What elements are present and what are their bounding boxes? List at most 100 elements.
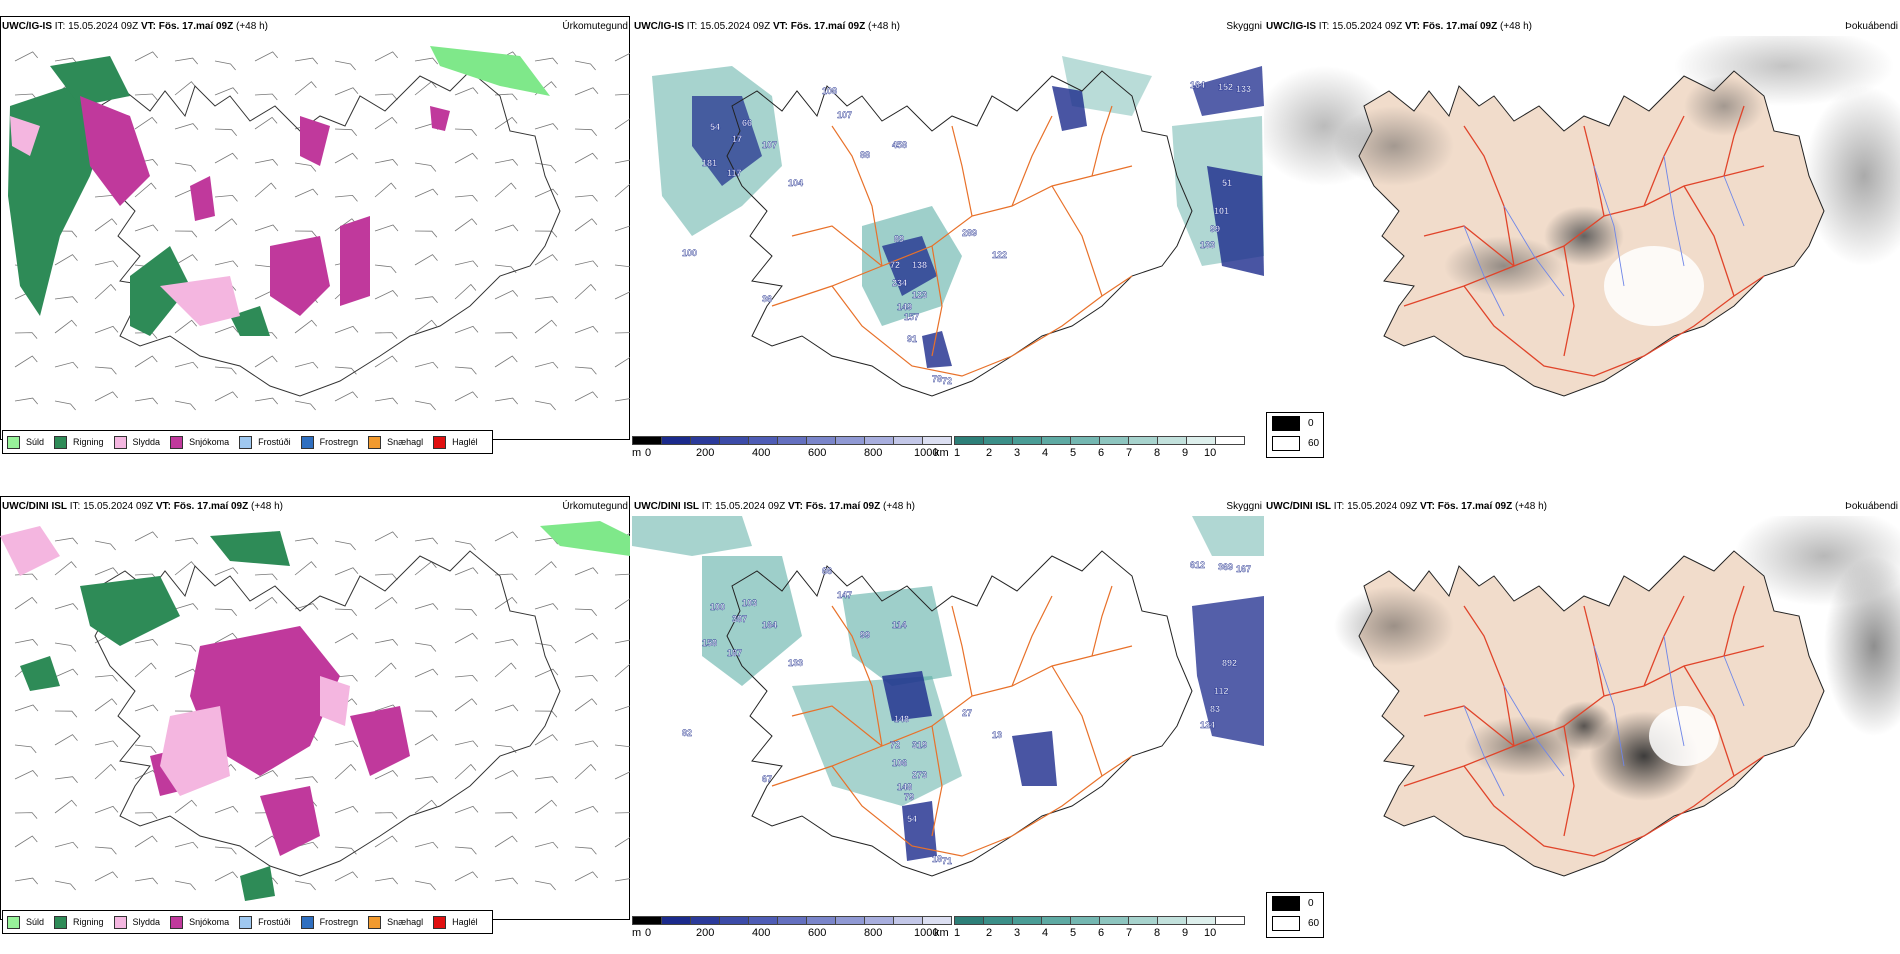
ceiling-value-label: 106 [892,758,907,768]
colorbar-box [720,916,749,925]
wind-barb [14,332,38,339]
wind-barb [214,60,236,71]
visibility-panel: UWC/IG-IS IT: 15.05.2024 09Z VT: Fös. 17… [632,14,1264,459]
wind-barb [374,639,399,646]
colorbar-box [1129,916,1158,925]
wind-barb [374,332,398,339]
wind-barb [254,573,278,581]
wind-barb [614,663,630,678]
ceiling-value-label: 167 [1236,564,1251,574]
wind-barb [614,639,630,644]
legend-label: Súld [26,917,45,927]
wind-barb [214,846,237,855]
wind-barb [534,776,558,783]
wind-barb [294,880,316,891]
precip-snow-areas [0,526,410,856]
tick-label: 1000 [914,927,939,939]
legend-item: Slydda [113,915,161,929]
wind-barb [294,81,317,96]
tick-label: 7 [1126,447,1133,459]
colorbar-unit: km [934,927,949,939]
wind-barb [454,698,478,712]
wind-barb [534,799,558,814]
wind-barb [294,537,319,545]
wind-barb [454,763,477,780]
panel-header: UWC/DINI ISL IT: 15.05.2024 09Z VT: Fös.… [2,501,283,512]
wind-barb [94,260,119,268]
vt-value: Fös. 17.maí 09Z [790,21,866,32]
wind-barb [14,812,38,819]
precip-type-panel: UWC/IG-IS IT: 15.05.2024 09Z VT: Fös. 17… [0,14,632,454]
colorbar-box [1216,436,1245,445]
model-name: UWC/DINI ISL [634,501,699,512]
wind-barb [134,355,158,368]
colorbar-box [662,916,691,925]
colorbar-box [662,436,691,445]
ceiling-value-label: 72 [890,260,900,270]
panel-title: Úrkomutegund [562,21,628,32]
visibility-colorbar: km 1 2 3 4 5 6 7 8 9 10 [934,436,1264,459]
legend-item: Rigning [54,435,104,449]
legend-swatch [239,435,253,449]
ceiling-value-label: 387 [732,614,747,624]
ceiling-colorbar-boxes [632,436,952,445]
wind-barb [454,871,479,882]
tick-label: 10 [1204,927,1217,939]
ceiling-value-label: 124 [1200,720,1215,730]
wind-barb [54,880,76,891]
wind-barb [54,799,78,814]
ceiling-value-label: 138 [912,260,927,270]
it-value: 15.05.2024 09Z [715,501,786,512]
fog-indicator-panel: UWC/DINI ISL IT: 15.05.2024 09Z VT: Fös.… [1264,494,1900,938]
tick-label: 5 [1070,927,1077,939]
legend-swatch [7,435,20,449]
tick-label: 800 [864,447,883,459]
wind-barb [414,188,439,198]
it-label: IT: [701,501,713,512]
wind-barb [454,632,478,644]
colorbar-box [1187,916,1216,925]
wind-barb [414,319,438,334]
wind-barb [134,812,158,819]
colorbar-box [894,436,923,445]
legend-label: Frostúði [258,917,291,927]
wind-barb [214,87,239,96]
wind-barb [574,391,599,402]
tick-label: 200 [696,927,715,939]
ceiling-value-label: 892 [1222,658,1237,668]
wind-barb [454,87,479,96]
legend-label: Slydda [132,917,161,927]
wind-barb [334,128,358,136]
wind-barb [374,290,399,300]
it-value: 15.05.2024 09Z [700,21,771,32]
tick-label: 10 [1204,447,1217,459]
wind-barb [254,51,279,62]
iceland-coastline [726,550,1193,877]
colorbar-box [778,436,807,445]
wind-barb [174,799,198,814]
panel-header: UWC/IG-IS IT: 15.05.2024 09Z VT: Fös. 17… [1266,21,1532,32]
wind-barb [334,632,358,644]
legend-item: Rigning [54,915,104,929]
wind-barb [414,603,439,610]
wind-barb [174,400,196,411]
ceiling-value-label: 89 [894,234,904,244]
tick-label: 400 [752,447,771,459]
wind-barb [294,319,318,334]
ceiling-value-label: 234 [892,278,907,288]
wind-barb [374,182,397,198]
legend-label: Rigning [73,917,104,927]
colorbar-box [1071,916,1100,925]
precip-type-legend: Súld Rigning Slydda Snjókoma Frostúði Fr… [2,910,493,934]
legend-swatch [54,915,68,929]
colorbar-box [836,916,865,925]
lead-time: (+48 h) [251,501,283,512]
wind-barb [294,561,317,576]
tick-label: 5 [1070,447,1077,459]
legend-label: Frostregn [319,437,359,447]
wind-barb [614,118,630,130]
wind-barb [54,734,78,746]
wind-barb [334,871,359,882]
